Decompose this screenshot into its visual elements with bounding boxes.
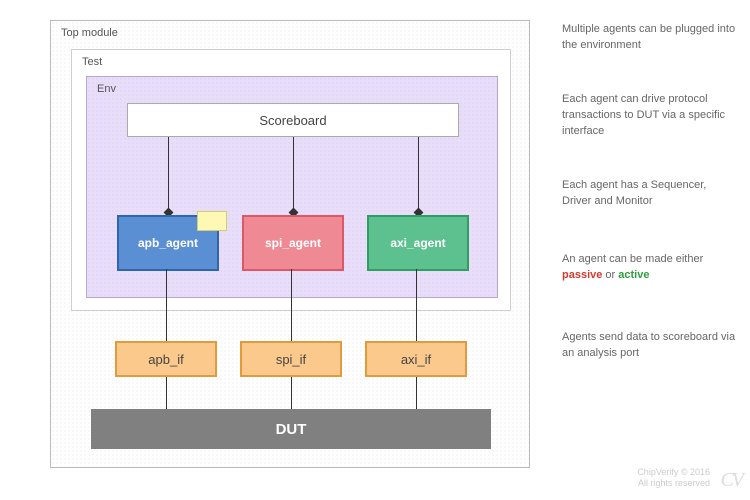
note-4-lead: An agent can be made either <box>562 253 703 265</box>
note-5: Agents send data to scoreboard via an an… <box>562 330 737 362</box>
if-to-dut-line <box>166 377 167 409</box>
if-to-dut-line <box>291 377 292 409</box>
note-4-passive: passive <box>562 269 602 281</box>
analysis-port-line <box>168 137 169 215</box>
sticky-note <box>197 211 227 231</box>
analysis-port-line <box>293 137 294 215</box>
logo: CV <box>720 469 742 492</box>
note-4: An agent can be made either passive or a… <box>562 252 737 284</box>
analysis-port-line <box>418 137 419 215</box>
top-module-label: Top module <box>61 27 118 39</box>
agent-box-axi_agent: axi_agent <box>367 215 469 271</box>
agent-to-if-line <box>166 269 167 341</box>
agent-to-if-line <box>416 269 417 341</box>
footer-line2: All rights reserved <box>637 478 710 490</box>
interface-box-spi_if: spi_if <box>240 341 342 377</box>
note-2: Each agent can drive protocol transactio… <box>562 92 737 140</box>
top-module-box: Top module Test Env Scoreboard apb_agent… <box>50 20 530 468</box>
dut-box: DUT <box>91 409 491 449</box>
agent-box-spi_agent: spi_agent <box>242 215 344 271</box>
interface-box-axi_if: axi_if <box>365 341 467 377</box>
footer-line1: ChipVerify © 2016 <box>637 467 710 479</box>
agent-to-if-line <box>291 269 292 341</box>
interface-box-apb_if: apb_if <box>115 341 217 377</box>
footer: ChipVerify © 2016 All rights reserved <box>637 467 710 490</box>
note-1: Multiple agents can be plugged into the … <box>562 22 737 54</box>
if-to-dut-line <box>416 377 417 409</box>
note-3: Each agent has a Sequencer, Driver and M… <box>562 178 737 210</box>
env-box: Env Scoreboard apb_agentspi_agentaxi_age… <box>86 76 498 298</box>
note-4-or: or <box>602 269 618 281</box>
scoreboard-box: Scoreboard <box>127 103 459 137</box>
note-4-active: active <box>618 269 649 281</box>
test-label: Test <box>82 56 102 68</box>
env-label: Env <box>97 83 116 95</box>
